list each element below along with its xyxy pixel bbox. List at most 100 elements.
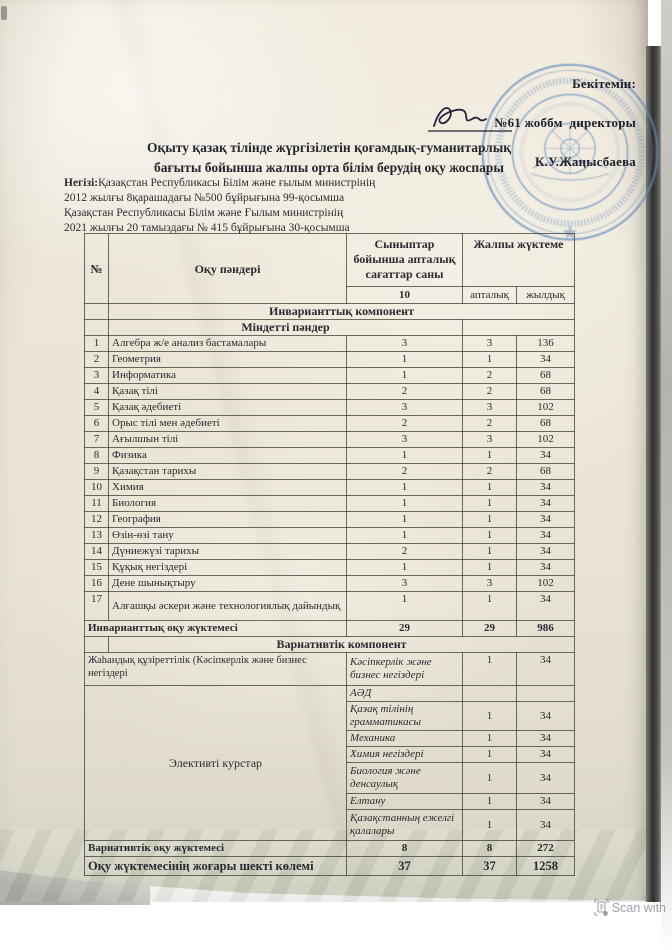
subject-cell: Алғашқы әскери және технологиялық дайынд… <box>108 591 347 621</box>
photo-edge-mark <box>1 6 7 20</box>
weekly-cell: 1 <box>462 527 517 544</box>
weekly-cell: 3 <box>462 575 517 592</box>
col-header-weekly-by-class: Сыныптар бойынша апталық сағаттар саны <box>346 233 463 287</box>
section-invariant: Инварианттық компонент <box>84 303 575 320</box>
yearly-cell: 136 <box>516 335 575 352</box>
row-number: 14 <box>84 543 109 560</box>
table-row: 1 Алгебра ж/е анализ бастамалары 3 3 136 <box>84 335 575 352</box>
col-header-num: № <box>84 233 109 304</box>
course-cell: Қазақстанның ежелгі қалалары <box>346 809 463 841</box>
hours-cell: 1 <box>346 367 463 384</box>
course-cell: Биология және денсаулық <box>346 762 463 794</box>
weekly-cell: 1 <box>462 591 517 621</box>
photo-edge-light <box>661 0 672 950</box>
scan-watermark: Scan with <box>594 899 666 917</box>
invariant-total-label: Инварианттық оқу жүктемесі <box>84 620 347 637</box>
variative-section-title: Варнативтік компонент <box>108 636 575 653</box>
weekly-cell: 3 <box>462 431 517 448</box>
basis-line2: 2012 жылғы 8қарашадағы №500 бұйрығына 99… <box>64 191 345 204</box>
yearly-cell: 34 <box>516 591 575 621</box>
elective-row: Биология және денсаулық 1 34 <box>85 762 575 794</box>
table-row: 11 Биология 1 1 34 <box>84 495 575 512</box>
signature-icon <box>428 107 512 132</box>
curriculum-table: № Оқу пәндері Сыныптар бойынша апталық с… <box>84 233 575 876</box>
yearly-cell: 34 <box>516 479 575 496</box>
yearly-cell: 34 <box>516 762 575 794</box>
yearly-cell: 102 <box>516 431 575 448</box>
title-line2: бағыты бойынша жалпы орта білім берудің … <box>154 159 504 175</box>
weekly-cell: 3 <box>462 335 517 352</box>
table-row: 12 География 1 1 34 <box>84 511 575 528</box>
row-number: 9 <box>84 463 109 480</box>
yearly-cell: 34 <box>516 701 575 731</box>
subject-cell: Дүниежүзі тарихы <box>108 543 347 560</box>
subject-cell: Орыс тілі мен әдебиеті <box>108 415 347 432</box>
table-row: 7 Ағылшын тілі 3 3 102 <box>84 431 575 448</box>
table-row: 3 Информатика 1 2 68 <box>84 367 575 384</box>
weekly-cell: 1 <box>462 701 517 731</box>
variative-total-hours: 8 <box>346 840 463 857</box>
subject-cell: Өзін-өзі тану <box>108 527 347 544</box>
table-row: 16 Дене шынықтыру 3 3 102 <box>84 575 575 592</box>
yearly-cell: 34 <box>516 495 575 512</box>
course-cell: Механика <box>346 730 463 747</box>
col-header-subjects: Оқу пәндері <box>108 233 347 304</box>
weekly-cell: 1 <box>462 495 517 512</box>
hours-cell: 2 <box>346 543 463 560</box>
scan-doc-icon <box>594 899 609 916</box>
yearly-cell: 68 <box>516 415 575 432</box>
yearly-cell: 34 <box>516 447 575 464</box>
weekly-cell: 2 <box>462 383 517 400</box>
weekly-cell: 2 <box>462 415 517 432</box>
invariant-total-yearly: 986 <box>516 620 575 637</box>
max-total-hours: 37 <box>346 856 463 876</box>
hours-cell: 2 <box>346 383 463 400</box>
table-row: 2 Геометрия 1 1 34 <box>84 351 575 368</box>
weekly-cell: 1 <box>462 447 517 464</box>
yearly-cell: 68 <box>516 367 575 384</box>
electives-label: Элективті курстар <box>84 685 347 841</box>
empty-cell <box>84 636 109 653</box>
hours-cell: 1 <box>346 495 463 512</box>
elective-row: Механика 1 34 <box>85 730 575 747</box>
yearly-cell: 34 <box>516 730 575 747</box>
hours-cell: 3 <box>346 431 463 448</box>
hours-cell: 1 <box>346 479 463 496</box>
table-row: 13 Өзін-өзі тану 1 1 34 <box>84 527 575 544</box>
approve-label: Бекітемін: <box>572 76 636 91</box>
elective-row: Елтану 1 34 <box>85 793 575 810</box>
empty-cell <box>84 303 109 320</box>
table-row: 10 Химия 1 1 34 <box>84 479 575 496</box>
mandatory-section-title: Міндетті пәндер <box>108 319 463 336</box>
subject-cell: Дене шынықтыру <box>108 575 347 592</box>
hours-cell: 1 <box>346 591 463 621</box>
yearly-cell: 34 <box>516 809 575 841</box>
variative-total-label: Вариативтік оқу жүктемесі <box>84 840 347 857</box>
weekly-cell: 2 <box>462 463 517 480</box>
yearly-cell: 34 <box>516 652 575 686</box>
hours-cell: 1 <box>346 559 463 576</box>
hours-cell: 3 <box>346 575 463 592</box>
table-row: 14 Дүниежүзі тарихы 2 1 34 <box>84 543 575 560</box>
subject-cell: Қазақ әдебиеті <box>108 399 347 416</box>
subject-cell: Алгебра ж/е анализ бастамалары <box>108 335 347 352</box>
max-total-weekly: 37 <box>462 856 517 876</box>
course-cell: Химия негіздері <box>346 746 463 763</box>
subject-cell: Құқық негіздері <box>108 559 347 576</box>
yearly-cell: 68 <box>516 463 575 480</box>
subheader-row: 10 апталық жылдық <box>85 286 575 304</box>
row-number: 10 <box>84 479 109 496</box>
subject-cell: География <box>108 511 347 528</box>
yearly-cell: 68 <box>516 383 575 400</box>
weekly-cell: 1 <box>462 793 517 810</box>
hours-cell: 2 <box>346 415 463 432</box>
row-number: 2 <box>84 351 109 368</box>
basis-line1-text: Қазақстан Республикасы Білім және ғылым … <box>98 177 376 189</box>
weekly-cell: 1 <box>462 351 517 368</box>
approval-block: Бекітемін: №61 жоббм директоры К.У.Жаңыс… <box>494 74 636 172</box>
weekly-cell: 1 <box>462 730 517 747</box>
row-number: 6 <box>84 415 109 432</box>
weekly-cell: 3 <box>462 399 517 416</box>
row-number: 11 <box>84 495 109 512</box>
weekly-cell: 1 <box>462 559 517 576</box>
